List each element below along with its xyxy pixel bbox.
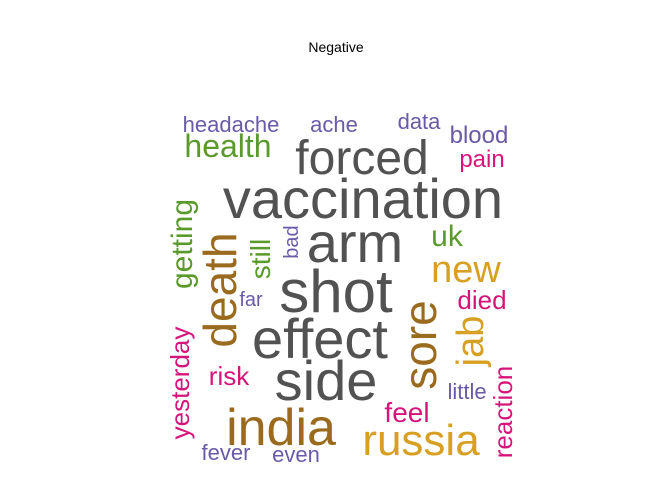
word-pain: pain (459, 146, 504, 173)
word-bad: bad (281, 225, 303, 258)
word-jab: jab (450, 316, 492, 368)
word-health: health (184, 128, 271, 164)
word-ache: ache (310, 112, 358, 137)
word-yesterday: yesterday (165, 327, 195, 440)
word-death: death (194, 232, 246, 347)
word-little: little (447, 379, 486, 404)
word-india: india (226, 399, 336, 457)
word-effect: effect (252, 307, 388, 370)
word-forced: forced (295, 132, 428, 185)
word-died: died (457, 285, 506, 315)
word-shot: shot (279, 258, 393, 325)
word-still: still (245, 239, 276, 279)
word-far: far (239, 289, 263, 311)
word-fever: fever (202, 440, 251, 465)
word-risk: risk (209, 361, 250, 391)
word-russia: russia (362, 416, 480, 465)
word-headache: headache (183, 112, 280, 137)
chart-title: Negative (308, 39, 363, 55)
word-new: new (431, 249, 501, 291)
word-reaction: reaction (488, 366, 518, 459)
word-sore: sore (394, 300, 446, 389)
word-even: even (272, 442, 320, 467)
word-getting: getting (166, 199, 199, 289)
word-arm: arm (307, 211, 403, 274)
word-blood: blood (450, 122, 509, 149)
word-vaccination: vaccination (223, 167, 503, 230)
word-side: side (275, 349, 378, 412)
word-feel: feel (384, 397, 429, 428)
word-data: data (398, 109, 442, 134)
word-uk: uk (431, 220, 464, 253)
